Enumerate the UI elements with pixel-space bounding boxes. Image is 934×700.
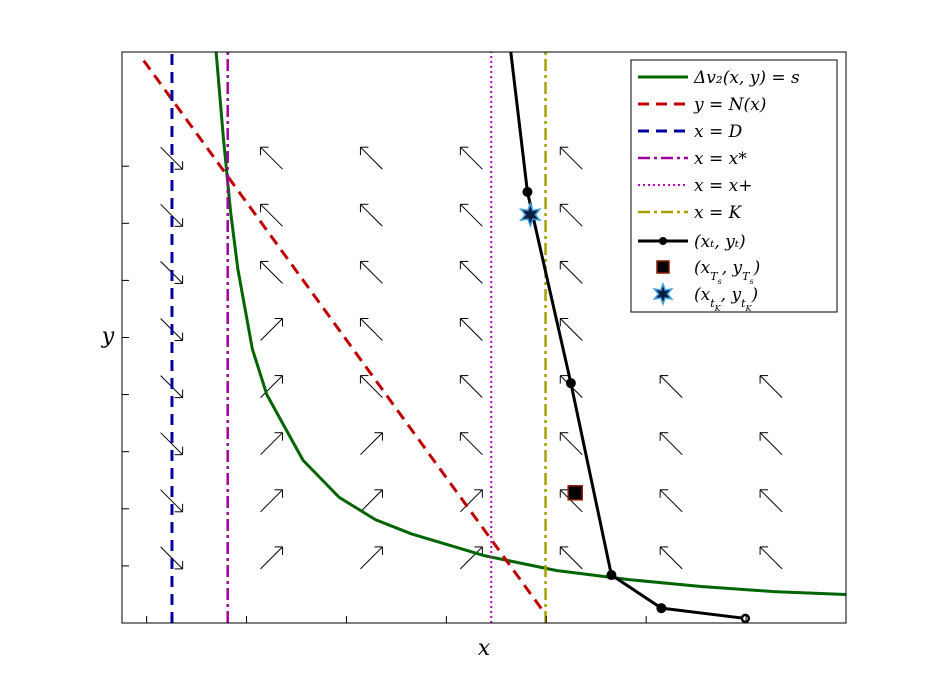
field-arrow: [260, 146, 283, 170]
legend-entry-nullcline: y = N(x): [638, 95, 766, 115]
field-arrow: [559, 489, 583, 513]
field-arrow: [260, 318, 284, 341]
field-arrow: [260, 546, 284, 570]
legend-entry-indifference: Δv₂(x, y) = s: [638, 68, 800, 88]
field-arrow: [559, 260, 583, 284]
field-arrow: [160, 432, 184, 456]
field-arrow: [759, 489, 783, 513]
field-arrow: [359, 146, 383, 170]
legend-label-x-D: x = D: [694, 122, 743, 142]
field-arrow: [260, 260, 283, 284]
field-arrow: [459, 318, 483, 341]
field-arrow: [559, 203, 583, 227]
field-arrow: [359, 375, 383, 398]
field-arrow: [559, 146, 583, 170]
legend-swatch-tK: [652, 281, 674, 307]
y-axis-label: y: [101, 324, 115, 349]
field-arrow: [559, 318, 583, 341]
field-arrow: [360, 546, 383, 570]
series-indifference: [214, 52, 846, 596]
trajectory-point: [740, 613, 751, 623]
legend-entry-x-K: x = K: [638, 203, 743, 223]
legend-label-x-K: x = K: [694, 203, 743, 223]
field-arrow: [260, 375, 284, 398]
trajectory-point: [606, 570, 617, 581]
field-arrow: [160, 546, 184, 570]
legend-label-x-plus: x = x+: [694, 176, 752, 196]
legend-entry-x-star: x = x*: [638, 149, 747, 169]
field-arrow: [559, 546, 583, 570]
legend-label-trajectory: (xₜ, yₜ): [694, 232, 746, 252]
field-arrow: [160, 203, 184, 227]
trajectory-point: [565, 378, 576, 389]
field-arrow: [459, 146, 483, 170]
field-arrow: [360, 489, 383, 513]
field-arrow: [659, 546, 683, 570]
series-trajectory: [509, 52, 746, 620]
x-axis-label: x: [478, 636, 491, 661]
field-arrow: [459, 375, 483, 398]
field-arrow: [260, 489, 284, 513]
plot-frame: [121, 51, 847, 624]
field-arrow: [359, 203, 383, 227]
legend-entry-x-plus: x = x+: [638, 176, 752, 196]
curve-layer: [142, 52, 846, 623]
field-arrow: [360, 432, 383, 456]
field-arrow: [759, 546, 783, 570]
field-arrow: [459, 203, 483, 227]
field-arrow: [559, 432, 583, 456]
field-arrow: [659, 375, 683, 398]
field-arrow: [260, 203, 283, 227]
field-arrow: [459, 489, 483, 513]
legend-swatch-trajectory-dot: [659, 237, 667, 245]
legend: Δv₂(x, y) = s y = N(x) x = D x = x* x = …: [630, 59, 838, 313]
legend-label-indifference: Δv₂(x, y) = s: [693, 68, 800, 88]
trajectory-point: [656, 603, 667, 614]
field-arrow: [759, 375, 783, 398]
field-arrow: [459, 432, 483, 456]
trajectory-point: [522, 186, 533, 197]
field-arrow: [160, 489, 184, 513]
legend-entry-trajectory: (xₜ, yₜ): [638, 232, 746, 252]
field-arrow: [659, 489, 683, 513]
legend-label-nullcline: y = N(x): [693, 95, 766, 115]
series-nullcline: [142, 59, 547, 616]
legend-swatch-Ts: [656, 260, 670, 274]
field-arrow: [659, 432, 683, 456]
field-arrow: [359, 260, 383, 284]
marker-Ts: [567, 485, 583, 501]
field-arrow: [759, 432, 783, 456]
marker-tK: [518, 201, 542, 228]
direction-field: [160, 146, 783, 570]
field-arrow: [359, 318, 383, 341]
field-arrow: [160, 146, 184, 170]
legend-entry-x-D: x = D: [638, 122, 743, 142]
field-arrow: [260, 432, 284, 456]
legend-label-x-star: x = x*: [694, 149, 747, 169]
field-arrow: [459, 260, 483, 284]
